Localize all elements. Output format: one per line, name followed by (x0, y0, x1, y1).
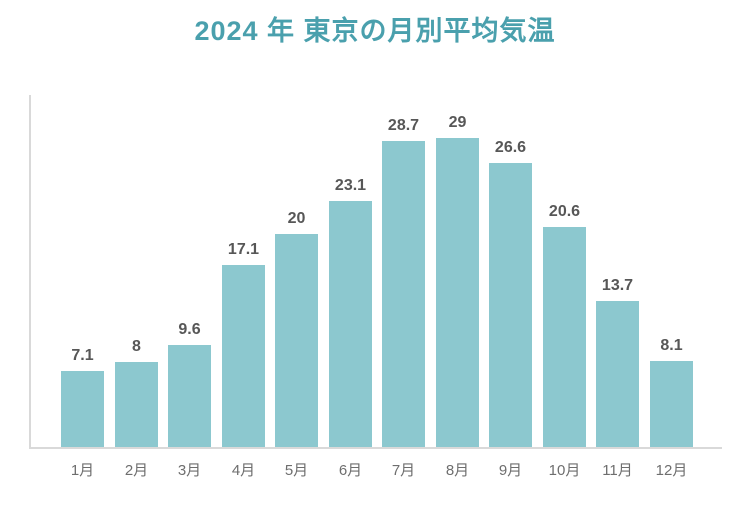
bar-9月 (489, 163, 532, 447)
x-tick-12月: 12月 (655, 462, 688, 479)
bar-10月 (543, 227, 586, 447)
bar-12月 (650, 361, 693, 447)
value-label-12月: 8.1 (660, 337, 683, 354)
bar-7月 (382, 141, 425, 447)
x-tick-5月: 5月 (284, 462, 309, 479)
value-label-7月: 28.7 (387, 117, 420, 134)
value-label-6月: 23.1 (334, 177, 367, 194)
value-label-2月: 8 (132, 338, 141, 355)
bar-11月 (596, 301, 639, 447)
bar-6月 (329, 201, 372, 447)
x-tick-6月: 6月 (338, 462, 363, 479)
value-label-9月: 26.6 (494, 139, 527, 156)
bar-4月 (222, 265, 265, 447)
plot-area: 7.1 1月 8 2月 9.6 3月 17.1 4月 20 5月 23.1 6月 28.7 7月 29 8月 2… (29, 95, 722, 478)
chart-title: 2024 年 東京の月別平均気温 (194, 16, 556, 46)
value-label-5月: 20 (287, 210, 306, 227)
x-tick-10月: 10月 (548, 462, 581, 479)
x-tick-2月: 2月 (124, 462, 149, 479)
x-tick-9月: 9月 (498, 462, 523, 479)
x-tick-8月: 8月 (445, 462, 470, 479)
bar-2月 (115, 362, 158, 447)
bar-1月 (61, 371, 104, 447)
x-tick-1月: 1月 (70, 462, 95, 479)
x-tick-3月: 3月 (177, 462, 202, 479)
bar-3月 (168, 345, 211, 447)
bar-5月 (275, 234, 318, 447)
bar-8月 (436, 138, 479, 447)
x-tick-7月: 7月 (391, 462, 416, 479)
value-label-10月: 20.6 (548, 203, 581, 220)
value-label-4月: 17.1 (227, 241, 260, 258)
value-label-1月: 7.1 (71, 347, 94, 364)
x-tick-4月: 4月 (231, 462, 256, 479)
value-label-3月: 9.6 (178, 321, 201, 338)
value-label-8月: 29 (448, 114, 467, 131)
x-tick-11月: 11月 (602, 462, 633, 479)
value-label-11月: 13.7 (601, 277, 634, 294)
